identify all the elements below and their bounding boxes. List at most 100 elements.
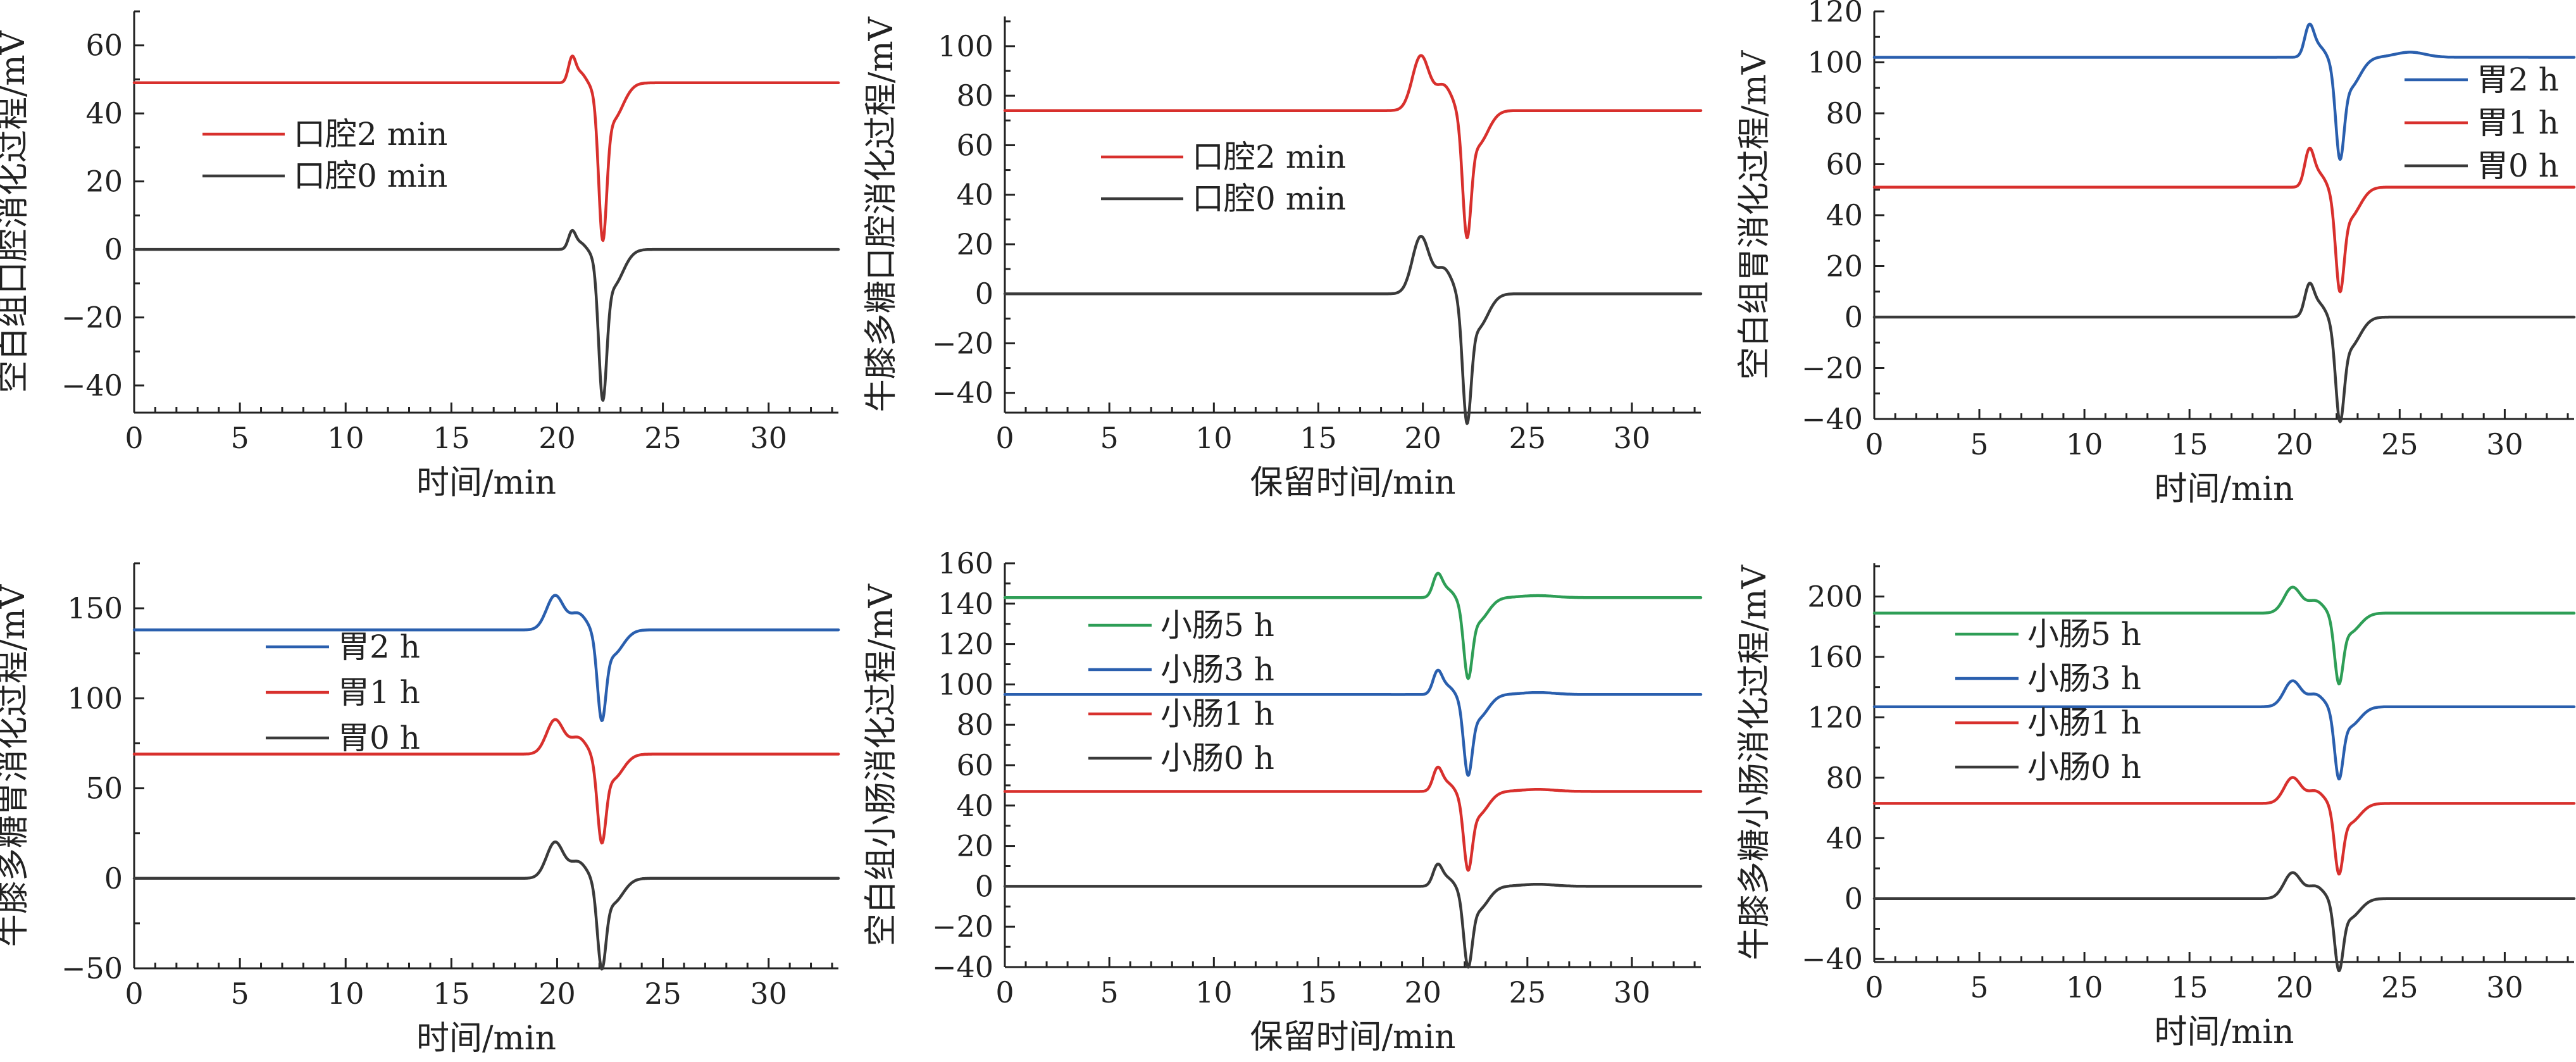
series-line-1 bbox=[1872, 679, 2576, 781]
x-tick-label: 0 bbox=[1865, 427, 1883, 461]
y-axis-title: 牛膝多糖小肠消化过程/mV bbox=[1736, 564, 1774, 960]
series-line-0 bbox=[1872, 22, 2576, 161]
y-tick-label: 120 bbox=[1807, 0, 1863, 28]
x-tick-label: 5 bbox=[230, 977, 249, 1011]
x-tick-label: 15 bbox=[1300, 421, 1337, 455]
y-tick-label: 80 bbox=[956, 708, 993, 742]
legend-label: 小肠1 h bbox=[1160, 696, 1274, 732]
y-tick-label: −50 bbox=[61, 951, 123, 985]
x-tick-label: 25 bbox=[1509, 421, 1546, 455]
x-tick-label: 25 bbox=[1509, 975, 1546, 1009]
x-tick-label: 25 bbox=[644, 421, 681, 455]
legend-label: 口腔0 min bbox=[1192, 180, 1346, 217]
series-line-3 bbox=[1872, 871, 2576, 973]
series-line-2 bbox=[1872, 282, 2576, 423]
x-tick-label: 20 bbox=[1404, 421, 1441, 455]
y-tick-label: 40 bbox=[956, 178, 993, 212]
y-tick-label: −20 bbox=[932, 909, 993, 944]
series-line-2 bbox=[1872, 776, 2576, 876]
x-tick-label: 20 bbox=[538, 977, 576, 1011]
series-line-0 bbox=[1003, 572, 1703, 680]
x-tick-label: 30 bbox=[750, 977, 787, 1011]
series-line-2 bbox=[1003, 765, 1703, 872]
y-tick-label: 80 bbox=[1826, 761, 1863, 795]
x-tick-label: 20 bbox=[538, 421, 576, 455]
y-axis-title: 空白组小肠消化过程/mV bbox=[862, 583, 900, 946]
y-tick-label: 40 bbox=[85, 96, 123, 130]
legend-label: 口腔0 min bbox=[294, 158, 447, 194]
y-tick-label: 0 bbox=[1845, 882, 1863, 916]
y-tick-label: 120 bbox=[1807, 700, 1863, 734]
panel-polysaccharide-stomach: 0 5 10 15 20 25 30−50050100150时间/min牛膝多糖胃消化过程/… bbox=[0, 562, 840, 1058]
y-tick-label: 160 bbox=[1807, 640, 1863, 674]
series-line-0 bbox=[1872, 585, 2576, 685]
panel-blank-intestine: 0 5 10 15 20 25 30−40−20020406080100120140160保… bbox=[862, 546, 1703, 1056]
y-axis-title: 空白组胃消化过程/mV bbox=[1736, 49, 1774, 380]
series-line-1 bbox=[132, 718, 840, 845]
x-tick-label: 30 bbox=[2486, 970, 2523, 1004]
series-line-1 bbox=[1872, 146, 2576, 294]
x-tick-label: 10 bbox=[2066, 427, 2103, 461]
x-tick-label: 15 bbox=[1300, 975, 1337, 1009]
legend-label: 小肠5 h bbox=[1160, 607, 1274, 644]
panel-blank-oral: 0 5 10 15 20 25 30 −40 −20 0 20 40 60 时间/min 空白组口腔消化过程… bbox=[0, 10, 840, 502]
y-tick-label: 80 bbox=[1826, 96, 1863, 130]
y-tick-label: 0 bbox=[1845, 300, 1863, 334]
y-tick-label: 50 bbox=[85, 772, 123, 806]
x-tick-label: 5 bbox=[230, 421, 249, 455]
y-tick-label: −40 bbox=[932, 376, 993, 410]
y-tick-label: 60 bbox=[1826, 147, 1863, 182]
x-tick-label: 30 bbox=[1614, 421, 1651, 455]
series-line-2 bbox=[132, 840, 840, 971]
x-tick-label: 5 bbox=[1100, 421, 1119, 455]
x-tick-label: 10 bbox=[2066, 970, 2103, 1004]
legend-label: 小肠3 h bbox=[1160, 651, 1274, 688]
series-line-1 bbox=[1003, 235, 1703, 425]
x-tick-label: 25 bbox=[2381, 970, 2418, 1004]
y-tick-label: 80 bbox=[956, 78, 993, 113]
y-axis-title: 空白组口腔消化过程/mV bbox=[0, 30, 32, 393]
y-tick-label: 0 bbox=[104, 861, 123, 896]
x-tick-label: 30 bbox=[1614, 975, 1651, 1009]
x-tick-label: 15 bbox=[2171, 427, 2208, 461]
legend-label: 胃0 h bbox=[2477, 147, 2559, 184]
series-line-0 bbox=[1003, 54, 1703, 240]
x-tick-label: 0 bbox=[995, 421, 1014, 455]
x-tick-label: 0 bbox=[125, 977, 143, 1011]
series-line-0 bbox=[132, 594, 840, 722]
y-tick-label: 200 bbox=[1807, 580, 1863, 614]
y-tick-label: 140 bbox=[938, 587, 993, 621]
series-line-0 bbox=[132, 54, 840, 242]
x-tick-label: 20 bbox=[2276, 427, 2313, 461]
y-tick-label: 0 bbox=[975, 869, 993, 903]
x-axis-title: 时间/min bbox=[416, 1020, 556, 1058]
y-tick-label: −20 bbox=[932, 326, 993, 360]
y-tick-label: 100 bbox=[938, 667, 993, 701]
x-tick-label: 10 bbox=[1195, 975, 1233, 1009]
legend-label: 胃1 h bbox=[338, 674, 420, 711]
y-tick-label: 0 bbox=[975, 277, 993, 311]
y-tick-label: 100 bbox=[67, 681, 123, 715]
y-tick-label: −40 bbox=[1801, 402, 1863, 436]
y-tick-label: 20 bbox=[956, 227, 993, 261]
y-tick-label: 40 bbox=[956, 789, 993, 823]
x-tick-label: 15 bbox=[433, 977, 470, 1011]
y-tick-label: −40 bbox=[932, 950, 993, 984]
x-tick-label: 0 bbox=[125, 421, 143, 455]
legend-label: 小肠0 h bbox=[1160, 740, 1274, 777]
x-tick-label: 15 bbox=[2171, 970, 2208, 1004]
legend-label: 小肠1 h bbox=[2027, 704, 2141, 741]
x-tick-label: 0 bbox=[995, 975, 1014, 1009]
series-line-1 bbox=[132, 228, 840, 402]
y-tick-label: 150 bbox=[67, 591, 123, 625]
x-axis-title: 保留时间/min bbox=[1250, 464, 1456, 502]
x-axis-title: 时间/min bbox=[2155, 470, 2294, 508]
series-line-3 bbox=[1003, 862, 1703, 969]
x-tick-label: 5 bbox=[1100, 975, 1119, 1009]
x-axis-title: 时间/min bbox=[416, 464, 556, 502]
y-tick-label: 20 bbox=[1826, 249, 1863, 284]
x-tick-label: 5 bbox=[1970, 427, 1988, 461]
y-tick-label: 60 bbox=[956, 128, 993, 162]
x-tick-label: 5 bbox=[1970, 970, 1988, 1004]
